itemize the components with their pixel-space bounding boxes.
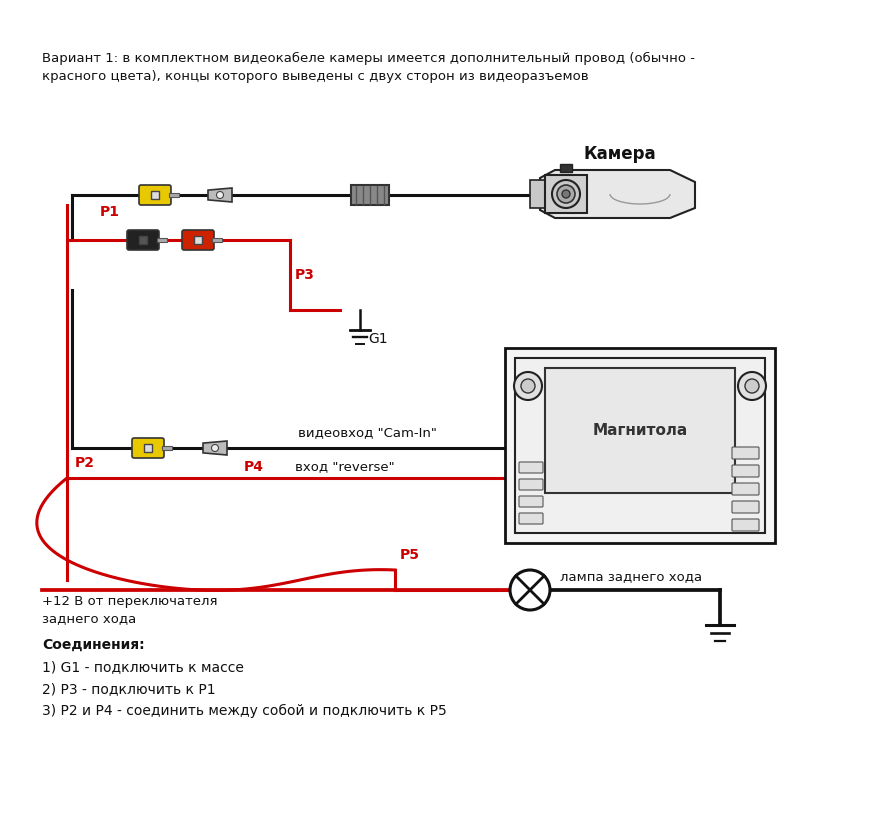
Text: P4: P4 — [244, 460, 264, 474]
Bar — [169, 193, 179, 197]
Circle shape — [217, 191, 224, 199]
Circle shape — [552, 180, 580, 208]
Bar — [545, 368, 735, 493]
FancyBboxPatch shape — [732, 447, 759, 459]
Circle shape — [745, 379, 759, 393]
Bar — [505, 348, 775, 543]
FancyBboxPatch shape — [182, 230, 214, 250]
Bar — [139, 236, 147, 244]
Circle shape — [562, 190, 570, 198]
Text: P3: P3 — [295, 268, 315, 282]
FancyBboxPatch shape — [132, 438, 164, 458]
Text: заднего хода: заднего хода — [42, 612, 136, 625]
Bar — [545, 175, 587, 213]
Polygon shape — [208, 188, 232, 202]
Circle shape — [211, 444, 218, 452]
Bar — [194, 236, 202, 244]
Text: +12 В от переключателя: +12 В от переключателя — [42, 595, 217, 608]
Bar — [151, 191, 159, 199]
Bar — [530, 180, 545, 208]
FancyBboxPatch shape — [732, 465, 759, 477]
Circle shape — [514, 372, 542, 400]
FancyBboxPatch shape — [732, 501, 759, 513]
Text: 3) Р2 и Р4 - соединить между собой и подключить к Р5: 3) Р2 и Р4 - соединить между собой и под… — [42, 704, 446, 718]
Text: P5: P5 — [400, 548, 420, 562]
Bar — [212, 238, 222, 242]
Text: видеовход "Cam-In": видеовход "Cam-In" — [298, 426, 437, 439]
Text: Магнитола: Магнитола — [592, 423, 688, 438]
FancyBboxPatch shape — [732, 519, 759, 531]
Circle shape — [557, 185, 575, 203]
Text: 1) G1 - подключить к массе: 1) G1 - подключить к массе — [42, 660, 244, 674]
Bar — [162, 446, 172, 450]
Text: P2: P2 — [75, 456, 95, 470]
FancyBboxPatch shape — [732, 483, 759, 495]
Circle shape — [521, 379, 535, 393]
FancyBboxPatch shape — [139, 185, 171, 205]
Polygon shape — [203, 441, 227, 455]
FancyBboxPatch shape — [519, 496, 543, 507]
Bar — [515, 358, 765, 533]
Polygon shape — [540, 170, 695, 218]
Bar — [157, 238, 167, 242]
Circle shape — [738, 372, 766, 400]
Text: лампа заднего хода: лампа заднего хода — [560, 570, 702, 583]
FancyBboxPatch shape — [519, 513, 543, 524]
FancyBboxPatch shape — [519, 462, 543, 473]
Text: красного цвета), концы которого выведены с двух сторон из видеоразъемов: красного цвета), концы которого выведены… — [42, 70, 589, 83]
Text: G1: G1 — [368, 332, 387, 346]
Text: Камера: Камера — [583, 145, 656, 163]
FancyBboxPatch shape — [519, 479, 543, 490]
Text: Вариант 1: в комплектном видеокабеле камеры имеется дополнительный провод (обычн: Вариант 1: в комплектном видеокабеле кам… — [42, 52, 695, 65]
Bar — [351, 185, 389, 205]
Text: Соединения:: Соединения: — [42, 638, 145, 652]
Text: P1: P1 — [100, 205, 120, 219]
Bar — [144, 444, 152, 452]
Text: 2) Р3 - подключить к Р1: 2) Р3 - подключить к Р1 — [42, 682, 216, 696]
Text: вход "reverse": вход "reverse" — [295, 460, 394, 473]
Bar — [560, 164, 572, 172]
FancyBboxPatch shape — [127, 230, 159, 250]
